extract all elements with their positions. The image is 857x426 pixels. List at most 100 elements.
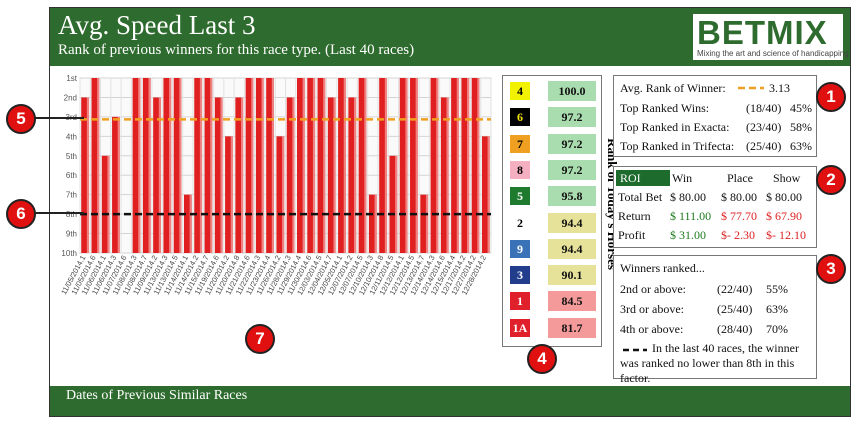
horse-rank-value: 94.4 bbox=[548, 212, 596, 233]
rank-row: 8 97.2 bbox=[503, 159, 601, 181]
roi-return-show: $ 67.90 bbox=[766, 209, 802, 223]
summary-stats-box: Avg. Rank of Winner: 3.13 Top Ranked Win… bbox=[613, 75, 817, 157]
winners-heading: Winners ranked... bbox=[620, 261, 705, 275]
y-tick-label: 10th bbox=[61, 249, 77, 258]
bar-highlight bbox=[292, 97, 295, 253]
bar bbox=[348, 97, 357, 253]
bar-highlight bbox=[354, 97, 357, 253]
roi-total-bet-show: $ 80.00 bbox=[766, 190, 802, 204]
horse-rank-value: 97.2 bbox=[548, 159, 596, 180]
bar-highlight bbox=[107, 155, 110, 253]
bar-highlight bbox=[199, 78, 203, 253]
bar bbox=[440, 97, 449, 253]
bar-highlight bbox=[477, 78, 480, 253]
y-tick-label: 5th bbox=[66, 152, 77, 161]
bar-highlight bbox=[169, 78, 172, 253]
callout-5-pointer bbox=[34, 117, 84, 119]
horse-number-badge: 3 bbox=[510, 266, 530, 285]
rank-row: 7 97.2 bbox=[503, 133, 601, 155]
horse-number-badge: 1A bbox=[510, 318, 530, 337]
rank-bar-chart: 1st2nd3rd4th5th6th7th8th9th10th11/05/201… bbox=[59, 74, 492, 297]
summary-stat-pct: 58% bbox=[790, 120, 812, 134]
roi-total-bet-place: $ 80.00 bbox=[721, 190, 757, 204]
horse-rank-value: 90.1 bbox=[548, 265, 596, 286]
avg-rank-line-swatch bbox=[738, 86, 764, 90]
bar-highlight bbox=[261, 78, 264, 253]
bar-highlight bbox=[210, 78, 213, 253]
bar-highlight bbox=[312, 78, 316, 253]
bar bbox=[132, 78, 141, 253]
horse-number-badge: 7 bbox=[510, 134, 530, 153]
bar bbox=[225, 136, 233, 253]
todays-rank-panel: 4 100.0 6 97.2 7 97.2 8 97.2 5 95.8 2 94… bbox=[502, 75, 602, 347]
avg-rank-value: 3.13 bbox=[769, 81, 790, 95]
winners-row-label: 2nd or above: bbox=[620, 282, 686, 296]
summary-stat-label: Top Ranked in Exacta: bbox=[620, 120, 730, 134]
roi-total-bet-label: Total Bet bbox=[618, 190, 663, 204]
horse-rank-value: 95.8 bbox=[548, 186, 596, 207]
bar-highlight bbox=[271, 78, 274, 253]
horse-number-badge: 9 bbox=[510, 239, 530, 258]
summary-stat-label: Top Ranked Wins: bbox=[620, 101, 710, 115]
roi-return-label: Return bbox=[618, 209, 651, 223]
bar-highlight bbox=[117, 116, 120, 253]
bar-highlight bbox=[456, 78, 459, 253]
rank-row: 5 95.8 bbox=[503, 185, 601, 207]
callout-7: 7 bbox=[245, 324, 275, 354]
y-tick-label: 2nd bbox=[64, 93, 77, 102]
roi-profit-show: $- 12.10 bbox=[766, 228, 806, 242]
callout-5: 5 bbox=[6, 104, 36, 134]
bar-highlight bbox=[487, 136, 490, 253]
page-title: Avg. Speed Last 3 bbox=[58, 10, 256, 40]
logo-tagline: Mixing the art and science of handicappi… bbox=[697, 49, 849, 58]
bar-highlight bbox=[323, 78, 326, 253]
bar-highlight bbox=[86, 97, 90, 253]
winners-row-pct: 55% bbox=[766, 282, 788, 296]
horse-rank-value: 97.2 bbox=[548, 133, 596, 154]
bar bbox=[245, 78, 254, 253]
bar bbox=[461, 78, 470, 253]
bar-highlight bbox=[364, 78, 367, 253]
avg-rank-label: Avg. Rank of Winner: bbox=[620, 81, 726, 95]
bar-highlight bbox=[446, 97, 449, 253]
bar bbox=[183, 194, 192, 253]
horse-number-badge: 8 bbox=[510, 160, 530, 179]
bar bbox=[214, 97, 223, 253]
bar-highlight bbox=[138, 78, 141, 253]
bar bbox=[235, 97, 244, 253]
rank-row: 4 100.0 bbox=[503, 80, 601, 102]
winners-row-count: (28/40) bbox=[717, 322, 753, 336]
bar-highlight bbox=[179, 78, 182, 253]
bar-highlight bbox=[230, 136, 233, 253]
winners-row-pct: 70% bbox=[766, 322, 788, 336]
roi-header-place: Place bbox=[727, 171, 753, 185]
horse-rank-value: 94.4 bbox=[548, 238, 596, 259]
winners-row-label: 3rd or above: bbox=[620, 302, 684, 316]
roi-profit-label: Profit bbox=[618, 228, 646, 242]
callout-4: 4 bbox=[527, 344, 557, 374]
horse-rank-value: 81.7 bbox=[548, 317, 596, 338]
bar bbox=[389, 155, 398, 253]
winners-row-pct: 63% bbox=[766, 302, 788, 316]
y-tick-label: 8th bbox=[66, 210, 77, 219]
roi-profit-win: $ 31.00 bbox=[670, 228, 706, 242]
winners-note-line-3: factor. bbox=[620, 371, 651, 385]
winners-row-count: (22/40) bbox=[717, 282, 753, 296]
horse-number-badge: 4 bbox=[510, 82, 530, 100]
rank-row: 9 94.4 bbox=[503, 238, 601, 260]
betmix-logo: BETMIX Mixing the art and science of han… bbox=[693, 14, 849, 60]
bar bbox=[327, 97, 336, 253]
bar-highlight bbox=[282, 136, 285, 253]
footer-label: Dates of Previous Similar Races bbox=[66, 388, 248, 403]
bar bbox=[153, 97, 161, 253]
summary-stat-count: (25/40) bbox=[746, 139, 782, 153]
bar bbox=[286, 97, 295, 253]
bar bbox=[317, 78, 326, 253]
y-tick-label: 7th bbox=[66, 191, 77, 200]
winners-note-line-1: In the last 40 races, the winner bbox=[652, 341, 799, 355]
bar bbox=[358, 78, 367, 253]
bar bbox=[173, 78, 182, 253]
callout-2: 2 bbox=[816, 165, 846, 195]
bar bbox=[101, 155, 110, 253]
header-bar: Avg. Speed Last 3 Rank of previous winne… bbox=[50, 8, 850, 66]
